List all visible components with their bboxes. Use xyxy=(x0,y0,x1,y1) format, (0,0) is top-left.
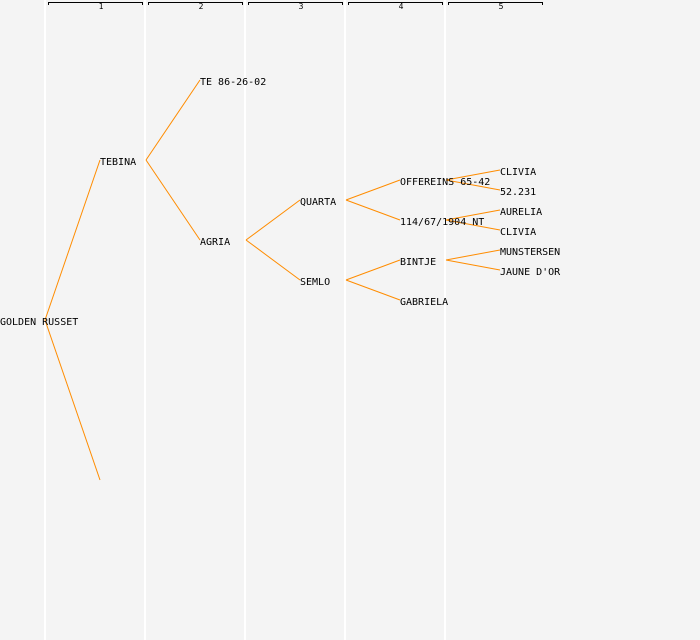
generation-bracket xyxy=(248,2,343,5)
generation-label-1: 1 xyxy=(99,2,104,11)
node-offereins-65-42[interactable]: OFFEREINS 65-42 xyxy=(400,177,490,188)
node-labels: GOLDEN RUSSET TEBINA TE 86-26-02 AGRIA Q… xyxy=(0,77,561,328)
generation-labels: 1 2 3 4 5 xyxy=(99,2,504,11)
generation-bracket xyxy=(148,2,243,5)
generation-label-5: 5 xyxy=(499,2,504,11)
generation-bracket xyxy=(448,2,543,5)
node-semlo[interactable]: SEMLO xyxy=(300,277,330,288)
node-quarta[interactable]: QUARTA xyxy=(300,197,336,208)
node-tebina[interactable]: TEBINA xyxy=(100,157,136,168)
column-dividers xyxy=(44,0,446,640)
node-gabriela[interactable]: GABRIELA xyxy=(400,297,448,308)
generation-bracket xyxy=(48,2,143,5)
link-114-aurelia xyxy=(445,209,501,221)
generation-label-2: 2 xyxy=(199,2,204,11)
link-quarta-114-67-1904-nt xyxy=(345,199,401,221)
generation-label-4: 4 xyxy=(399,2,404,11)
link-bintje-jaune-dor xyxy=(445,259,501,271)
parent-links xyxy=(44,79,501,481)
link-agria-semlo xyxy=(245,239,301,281)
generation-header xyxy=(48,2,543,5)
link-offereins-clivia xyxy=(445,169,501,181)
link-tebina-te-86-26-02 xyxy=(145,79,201,161)
node-bintje[interactable]: BINTJE xyxy=(400,257,436,268)
link-semlo-bintje xyxy=(345,259,401,281)
node-52-231[interactable]: 52.231 xyxy=(500,187,536,198)
node-munstersen[interactable]: MUNSTERSEN xyxy=(500,247,560,258)
node-agria[interactable]: AGRIA xyxy=(200,237,230,248)
link-bintje-munstersen xyxy=(445,249,501,261)
link-tebina-agria xyxy=(145,159,201,241)
link-agria-quarta xyxy=(245,199,301,241)
node-clivia[interactable]: CLIVIA xyxy=(500,227,536,238)
node-aurelia[interactable]: AURELIA xyxy=(500,207,542,218)
node-114-67-1904-nt[interactable]: 114/67/1904 NT xyxy=(400,217,484,228)
node-te-86-26-02[interactable]: TE 86-26-02 xyxy=(200,77,266,88)
generation-label-3: 3 xyxy=(299,2,304,11)
node-clivia[interactable]: CLIVIA xyxy=(500,167,536,178)
generation-bracket xyxy=(348,2,443,5)
link-golden-russet-tebina xyxy=(44,159,101,321)
link-semlo-gabriela xyxy=(345,279,401,301)
node-jaune-dor[interactable]: JAUNE D'OR xyxy=(500,267,561,278)
link-golden-russet-unknown xyxy=(44,319,101,481)
link-quarta-offereins xyxy=(345,179,401,201)
link-114-clivia xyxy=(445,219,501,231)
node-golden-russet[interactable]: GOLDEN RUSSET xyxy=(0,317,78,328)
link-offereins-52-231 xyxy=(445,179,501,191)
